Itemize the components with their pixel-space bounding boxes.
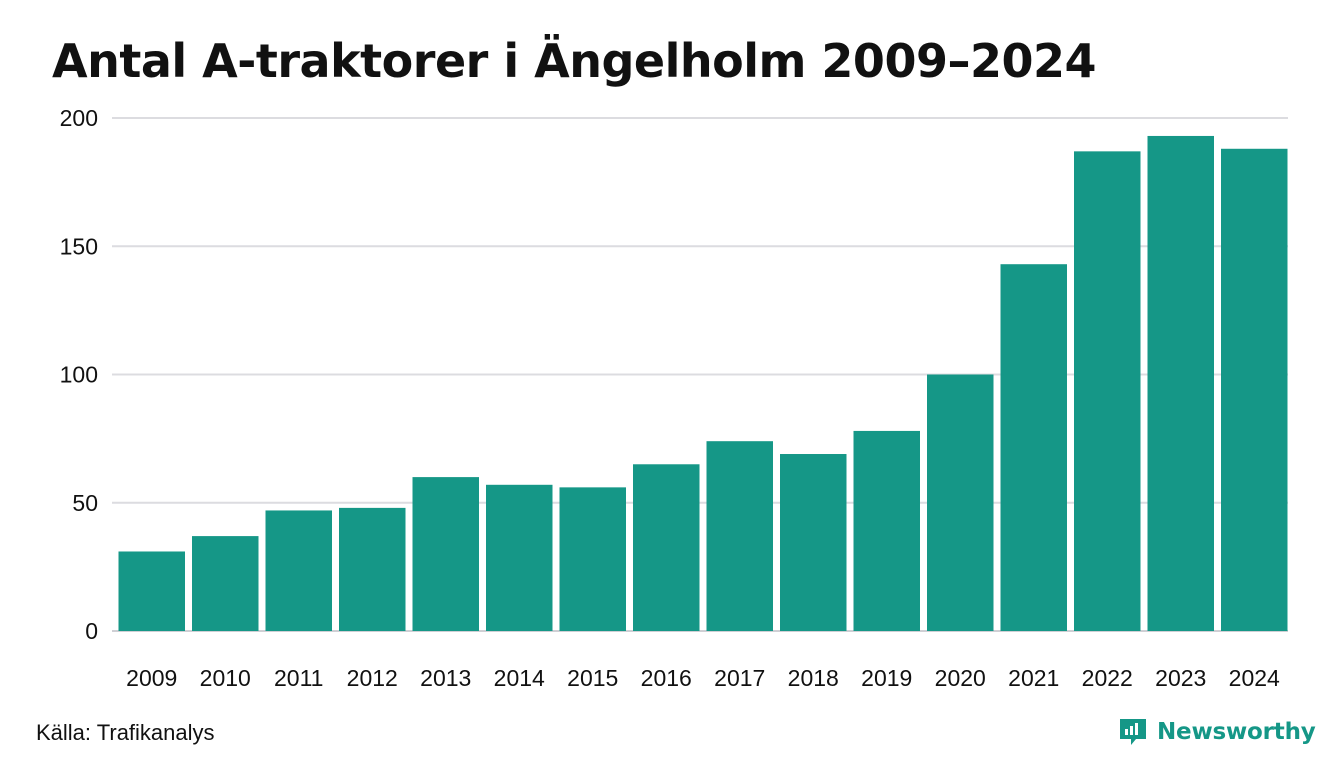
x-tick-label: 2021: [1008, 665, 1059, 691]
x-tick-label: 2018: [788, 665, 839, 691]
y-tick-label: 200: [60, 105, 98, 131]
y-tick-label: 0: [85, 618, 98, 644]
bar-2022: [1074, 151, 1141, 631]
x-tick-label: 2023: [1155, 665, 1206, 691]
bars: [118, 135, 1288, 631]
x-tick-label: 2019: [861, 665, 912, 691]
x-tick-label: 2011: [274, 665, 323, 691]
brand-logo: Newsworthy: [1117, 716, 1316, 748]
bar-2021: [1000, 264, 1067, 631]
x-tick-label: 2013: [420, 665, 471, 691]
bar-2013: [412, 477, 479, 631]
bar-2018: [780, 454, 847, 631]
bar-2015: [559, 487, 626, 631]
y-tick-label: 50: [72, 490, 98, 516]
y-tick-label: 150: [60, 233, 98, 259]
x-tick-label: 2015: [567, 665, 618, 691]
x-tick-label: 2022: [1082, 665, 1133, 691]
x-tick-label: 2017: [714, 665, 765, 691]
x-tick-label: 2012: [347, 665, 398, 691]
bar-2024: [1221, 148, 1288, 631]
bar-2012: [339, 507, 406, 631]
bar-2011: [265, 510, 332, 631]
chart-title: Antal A-traktorer i Ängelholm 2009–2024: [52, 34, 1096, 88]
bar-2014: [486, 484, 553, 631]
source-note: Källa: Trafikanalys: [36, 720, 215, 745]
x-tick-label: 2016: [641, 665, 692, 691]
brand-name: Newsworthy: [1157, 718, 1316, 745]
bar-2009: [118, 551, 185, 631]
x-axis-ticks: 2009 2010 2011 2012 2013 2014 2015 2016 2017 2018…: [126, 665, 1280, 691]
y-axis-ticks: 0 50 100 150 200: [60, 105, 98, 644]
x-tick-label: 2009: [126, 665, 177, 691]
bar-2020: [927, 374, 994, 631]
bar-2016: [633, 464, 700, 631]
bar-2017: [706, 441, 773, 631]
x-tick-label: 2024: [1229, 665, 1280, 691]
bar-2019: [853, 430, 920, 631]
x-tick-label: 2020: [935, 665, 986, 691]
x-tick-label: 2014: [494, 665, 545, 691]
x-tick-label: 2010: [200, 665, 251, 691]
bar-2010: [192, 536, 259, 631]
y-tick-label: 100: [60, 362, 98, 388]
newsworthy-logo-icon: [1120, 719, 1146, 745]
bar-2023: [1147, 135, 1214, 631]
